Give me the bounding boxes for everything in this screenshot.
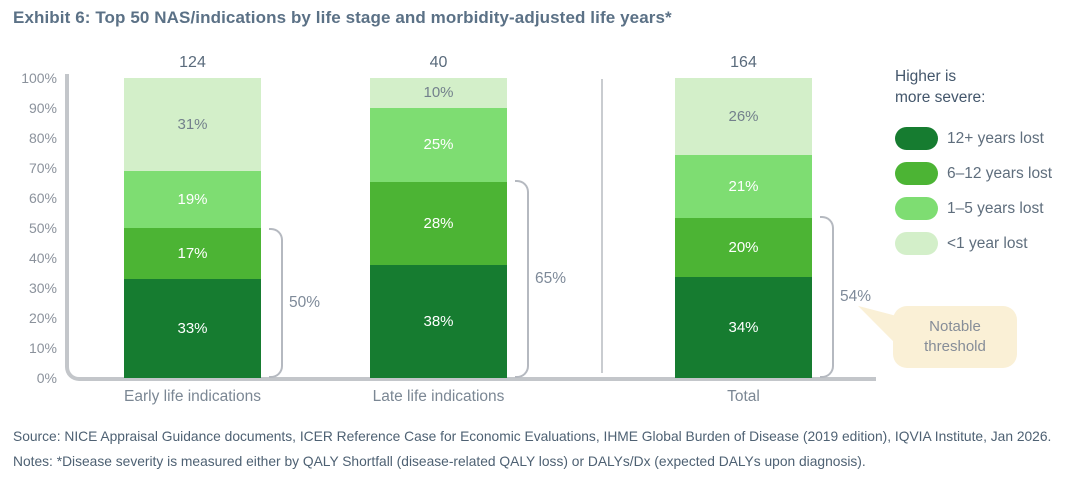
stacked-bar: 26% 21% 20% 34% [675,78,812,378]
notable-threshold-callout: Notable threshold [893,306,1017,368]
y-axis-tick: 30% [28,280,57,296]
legend-label: 1–5 years lost [947,199,1044,217]
total-separator-line [601,79,603,373]
y-axis-tick: 60% [28,190,57,206]
source-text: Source: NICE Appraisal Guidance document… [13,429,1052,444]
bar-segment: 33% [124,279,261,378]
y-axis-tick: 90% [28,100,57,116]
callout-line1: Notable [929,318,981,335]
callout-line2: threshold [924,338,986,355]
y-axis-tick: 40% [28,250,57,266]
legend: Higher is more severe: 12+ years lost 6–1… [895,66,1075,267]
bar-segment: 19% [124,171,261,228]
chart-title: Exhibit 6: Top 50 NAS/indications by lif… [13,8,672,27]
stacked-bar: 10% 25% 28% 38% [370,78,507,378]
bar-segment: 17% [124,228,261,279]
stacked-bar: 31% 19% 17% 33% [124,78,261,378]
threshold-bracket [269,228,283,378]
category-label: Late life indications [372,388,505,405]
legend-rows: 12+ years lost 6–12 years lost 1–5 years l… [895,127,1075,255]
threshold-bracket-label: 54% [840,288,872,305]
y-axis-tick: 0% [36,370,57,386]
bar-segment: 38% [370,265,507,378]
legend-item: 12+ years lost [895,127,1075,150]
legend-title-line1: Higher is [895,68,957,85]
bar-segment: 21% [675,155,812,218]
bar-segment: 31% [124,78,261,171]
legend-swatch [895,127,938,150]
threshold-bracket [515,180,529,378]
bar-segment: 25% [370,107,507,182]
legend-label: 6–12 years lost [947,164,1053,182]
footer: Source: NICE Appraisal Guidance document… [13,424,1073,474]
legend-item: 6–12 years lost [895,162,1075,185]
bar-segment: 20% [675,217,812,278]
legend-title-line2: more severe: [895,89,986,106]
bar-segment: 34% [675,277,812,378]
y-axis-tick: 20% [28,310,57,326]
callout-text: Notable threshold [924,317,986,357]
bar-total-value: 164 [730,54,757,71]
bar-total-value: 40 [429,54,448,71]
y-axis-tick: 80% [28,130,57,146]
category-label: Total [727,388,760,405]
bar-segment: 28% [370,181,507,266]
notes-text: Notes: *Disease severity is measured eit… [13,454,866,469]
category-label: Early life indications [124,388,261,405]
legend-swatch [895,232,938,255]
y-axis-tick: 70% [28,160,57,176]
threshold-bracket-label: 50% [289,294,321,311]
threshold-bracket-label: 65% [535,270,567,287]
y-axis-tick: 100% [21,70,57,86]
y-axis-tick: 10% [28,340,57,356]
bar-segment: 26% [675,78,812,156]
bar-total-value: 124 [179,54,206,71]
legend-swatch [895,162,938,185]
legend-item: 1–5 years lost [895,197,1075,220]
chart-axes [65,74,876,381]
legend-label: <1 year lost [947,234,1028,252]
legend-label: 12+ years lost [947,129,1044,147]
legend-item: <1 year lost [895,232,1075,255]
threshold-bracket [820,216,834,378]
legend-swatch [895,197,938,220]
legend-title: Higher is more severe: [895,66,1075,108]
bar-segment: 10% [370,78,507,108]
y-axis-tick: 50% [28,220,57,236]
